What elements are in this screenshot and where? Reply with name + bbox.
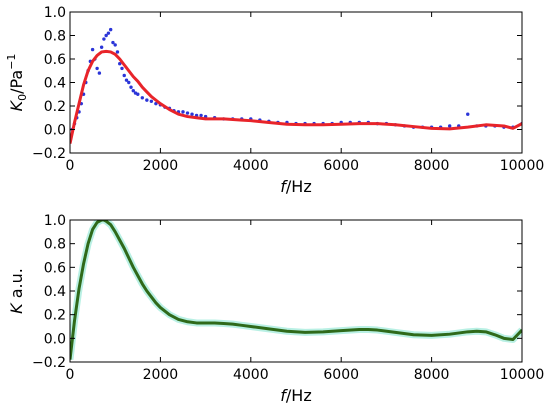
data-point xyxy=(131,89,135,93)
data-point xyxy=(466,112,470,116)
y-tick-label: 1.0 xyxy=(44,213,66,229)
x-tick-label: 6000 xyxy=(323,158,359,174)
y-tick-label: 1.0 xyxy=(44,5,66,21)
data-point xyxy=(136,92,140,96)
data-point xyxy=(127,80,131,85)
series-halo xyxy=(70,220,522,361)
series-line xyxy=(70,220,522,360)
top-panel: 0 2000 4000 6000 8000 10000 −0.2 0.0 0.2 0.4 0.6 0.… xyxy=(5,5,544,196)
data-point xyxy=(145,98,149,102)
x-axis-label: f/Hz xyxy=(280,386,311,405)
data-point xyxy=(199,113,203,118)
axes-frame xyxy=(69,219,523,363)
y-tick-label: 0.6 xyxy=(44,260,66,276)
data-point xyxy=(447,124,452,128)
x-tick-label: 2000 xyxy=(143,367,179,383)
y-tick-label: −0.2 xyxy=(32,146,66,162)
data-point xyxy=(95,66,99,71)
data-point xyxy=(120,66,124,71)
x-tick-label: 2000 xyxy=(143,158,179,174)
x-tick-label: 4000 xyxy=(233,158,269,174)
x-tick-label: 8000 xyxy=(414,158,450,174)
y-tick-label: 0.8 xyxy=(44,29,66,45)
y-axis-label: K0/Pa−1 xyxy=(5,54,29,112)
x-tick-label: 10000 xyxy=(500,367,545,383)
x-tick-label: 0 xyxy=(66,158,75,174)
y-tick-label: 0.2 xyxy=(44,99,66,115)
data-point xyxy=(113,43,117,47)
data-point xyxy=(102,37,106,41)
x-tick-label: 6000 xyxy=(323,367,359,383)
y-tick-label: 0.0 xyxy=(44,331,66,347)
y-tick-label: −0.2 xyxy=(32,355,66,371)
y-tick-label: 0.8 xyxy=(44,237,66,253)
data-point xyxy=(90,47,95,52)
data-point xyxy=(122,73,126,78)
data-point xyxy=(190,112,194,116)
plot-area xyxy=(70,27,522,144)
y-tick-label: 0.0 xyxy=(44,123,66,139)
data-point xyxy=(185,111,190,115)
y-axis-label: K a.u. xyxy=(7,268,26,314)
data-point xyxy=(115,50,120,54)
plot-area xyxy=(70,220,522,361)
x-axis-label: f/Hz xyxy=(280,177,311,196)
data-point xyxy=(181,110,185,114)
y-tick-label: 0.4 xyxy=(44,284,66,300)
data-point xyxy=(129,85,133,89)
bottom-panel: 0 2000 4000 6000 8000 10000 −0.2 0.0 0.2 0.4 0.6 0.… xyxy=(7,213,544,405)
data-point xyxy=(124,78,129,82)
data-point xyxy=(154,101,158,106)
fit-line xyxy=(70,49,522,144)
y-tick-label: 0.4 xyxy=(44,76,66,92)
x-tick-label: 4000 xyxy=(233,367,269,383)
x-tick-label: 10000 xyxy=(500,158,545,174)
data-point xyxy=(140,96,145,100)
data-point xyxy=(104,33,108,38)
data-point xyxy=(99,45,104,49)
data-point xyxy=(97,71,102,75)
data-point xyxy=(106,31,111,35)
x-tick-label: 0 xyxy=(66,367,75,383)
x-tick-label: 8000 xyxy=(414,367,450,383)
data-point xyxy=(149,99,154,104)
data-point xyxy=(111,40,115,45)
y-tick-label: 0.6 xyxy=(44,52,66,68)
data-point xyxy=(108,27,113,32)
data-point xyxy=(118,62,122,66)
y-tick-label: 0.2 xyxy=(44,308,66,324)
